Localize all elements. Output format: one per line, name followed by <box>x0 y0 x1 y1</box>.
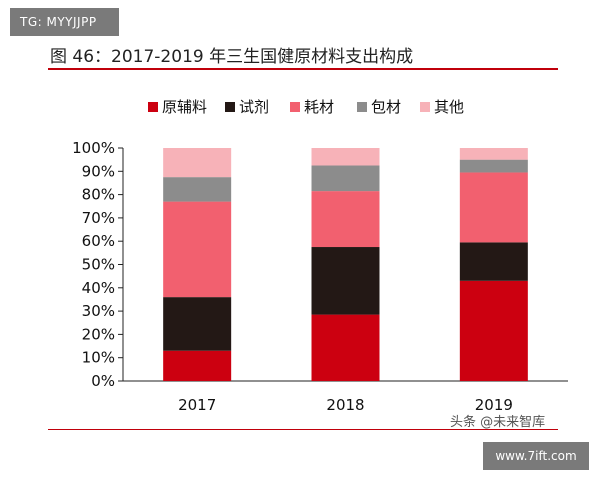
bar-segment-2018-2 <box>311 247 380 315</box>
title-divider <box>48 68 558 70</box>
y-tick-label: 100% <box>72 139 115 157</box>
y-tick-label: 90% <box>82 162 115 180</box>
x-tick-label: 2017 <box>178 396 216 414</box>
legend-label-3: 耗材 <box>304 98 334 116</box>
bar-segment-2018-4 <box>311 165 380 192</box>
bar-segment-2017-2 <box>163 297 232 351</box>
y-tick-label: 0% <box>91 372 115 390</box>
y-tick-label: 70% <box>82 209 115 227</box>
legend-label-5: 其他 <box>434 98 464 116</box>
footer-divider <box>48 429 558 430</box>
bar-segment-2017-3 <box>163 201 232 298</box>
bar-segment-2019-3 <box>459 172 528 243</box>
legend-swatch-2 <box>225 102 235 112</box>
legend-swatch-5 <box>420 102 430 112</box>
legend-swatch-4 <box>357 102 367 112</box>
y-tick-label: 60% <box>82 232 115 250</box>
bar-segment-2019-4 <box>459 159 528 173</box>
bar-segment-2019-1 <box>459 280 528 381</box>
y-tick-label: 30% <box>82 302 115 320</box>
bar-segment-2018-5 <box>311 148 380 166</box>
legend-label-4: 包材 <box>371 98 401 116</box>
legend-label-1: 原辅料 <box>162 98 207 116</box>
x-tick-label: 2018 <box>326 396 364 414</box>
y-tick-label: 20% <box>82 325 115 343</box>
site-badge: www.7ift.com <box>483 442 589 470</box>
legend-label-2: 试剂 <box>239 98 269 116</box>
x-tick-label: 2019 <box>475 396 513 414</box>
y-tick-label: 50% <box>82 256 115 274</box>
bar-segment-2019-5 <box>459 148 528 160</box>
y-tick-label: 80% <box>82 186 115 204</box>
watermark-text: 头条 @未来智库 <box>450 415 546 430</box>
bar-segment-2017-5 <box>163 148 232 178</box>
y-tick-label: 10% <box>82 349 115 367</box>
chart-title: 图 46：2017-2019 年三生国健原材料支出构成 <box>50 47 414 67</box>
legend-swatch-1 <box>148 102 158 112</box>
bar-segment-2017-4 <box>163 177 232 202</box>
bar-segment-2018-1 <box>311 314 380 381</box>
bar-segment-2017-1 <box>163 350 232 381</box>
bar-segment-2019-2 <box>459 242 528 281</box>
bar-segment-2018-3 <box>311 191 380 248</box>
y-tick-label: 40% <box>82 279 115 297</box>
legend-swatch-3 <box>290 102 300 112</box>
source-tag: TG: MYYJJPP <box>10 8 119 36</box>
